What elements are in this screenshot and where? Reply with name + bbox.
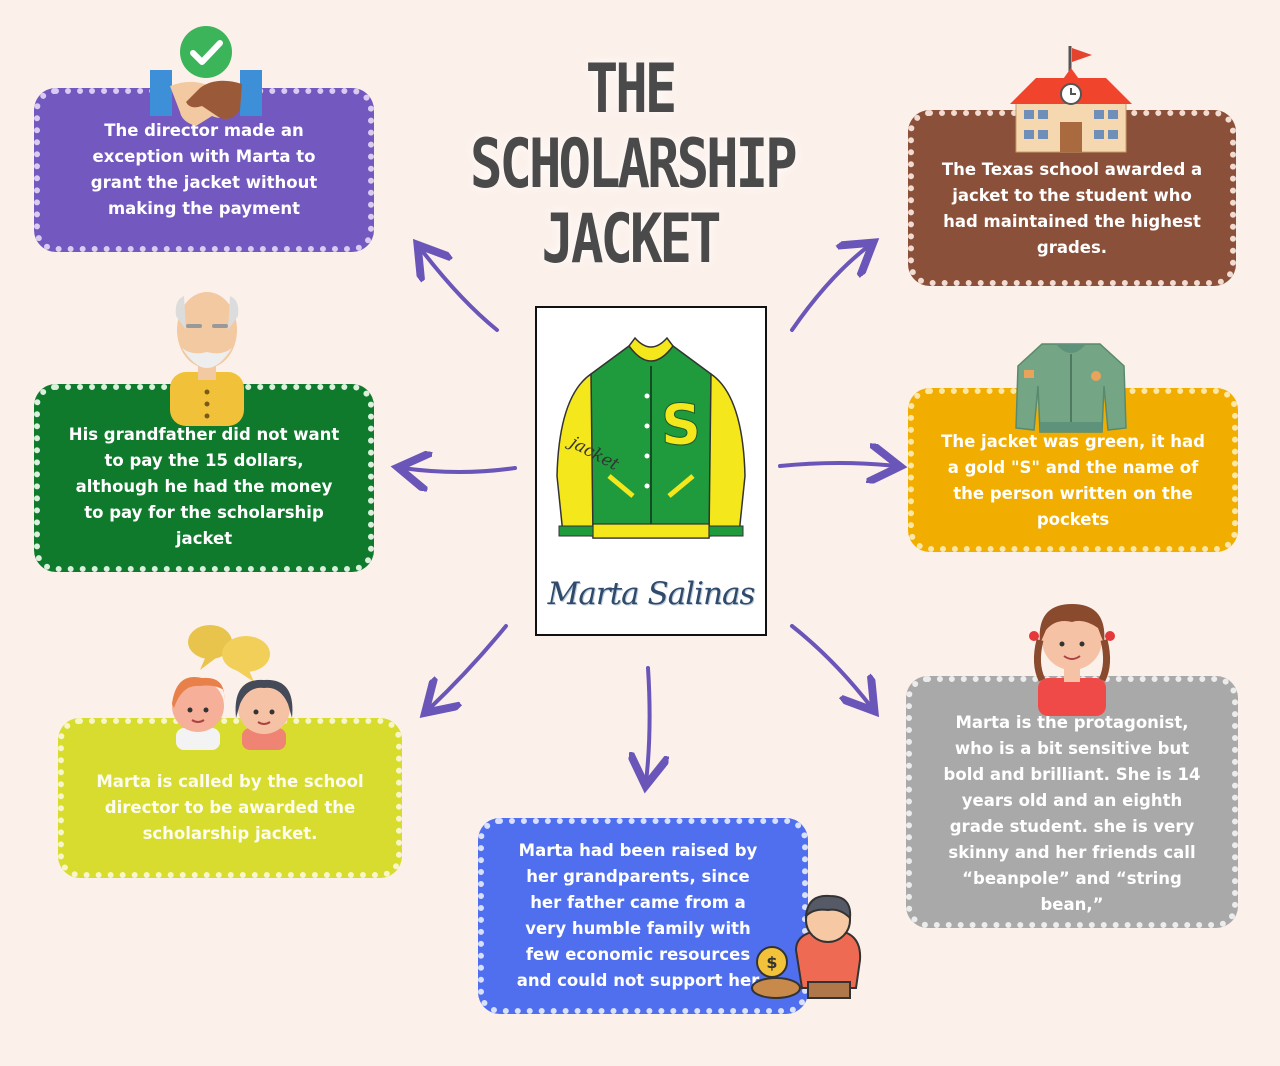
handshake-check-icon — [150, 26, 262, 126]
arrow-to-texas — [790, 245, 870, 332]
arrow-to-raised — [646, 666, 650, 782]
title-line-3: JACKET — [541, 199, 721, 279]
center-card: S jacket Marta Salinas — [535, 306, 767, 636]
page-title: THE SCHOLARSHIP JACKET — [470, 49, 798, 279]
box-texas-text: The Texas school awarded a jacket to the… — [941, 160, 1203, 257]
box-protagonist: Marta is the protagonist, who is a bit s… — [906, 676, 1238, 928]
arrow-to-protagonist — [790, 624, 872, 708]
box-called-by-director: Marta is called by the school director t… — [58, 718, 402, 878]
box-director-exception: The director made an exception with Mart… — [34, 88, 374, 252]
box-protagonist-text: Marta is the protagonist, who is a bit s… — [943, 713, 1201, 914]
arrow-to-grandfather — [402, 468, 517, 472]
box-jacket-description-text: The jacket was green, it had a gold "S" … — [941, 432, 1205, 529]
svg-text:$: $ — [766, 953, 777, 972]
chat-bubbles-people-icon — [172, 625, 293, 750]
school-building-icon — [1010, 46, 1132, 153]
box-called-text: Marta is called by the school director t… — [96, 772, 364, 843]
green-jacket-icon — [1015, 343, 1127, 433]
grandfather-icon — [170, 292, 244, 426]
box-grandfather-text: His grandfather did not want to pay the … — [68, 425, 340, 548]
jacket-letter: S — [661, 393, 701, 458]
varsity-jacket-icon: S jacket — [556, 336, 746, 539]
girl-icon — [1029, 604, 1115, 716]
arrow-to-called — [428, 624, 508, 710]
arrow-to-green — [778, 463, 896, 466]
title-line-2: SCHOLARSHIP — [470, 124, 798, 204]
protagonist-name: Marta Salinas — [547, 576, 756, 612]
box-raised-text: Marta had been raised by her grandparent… — [516, 841, 760, 990]
poor-child-coin-icon: $ — [751, 894, 862, 999]
arrow-to-director — [420, 248, 499, 332]
title-line-1: THE — [585, 49, 678, 129]
box-director-text: The director made an exception with Mart… — [90, 121, 318, 218]
